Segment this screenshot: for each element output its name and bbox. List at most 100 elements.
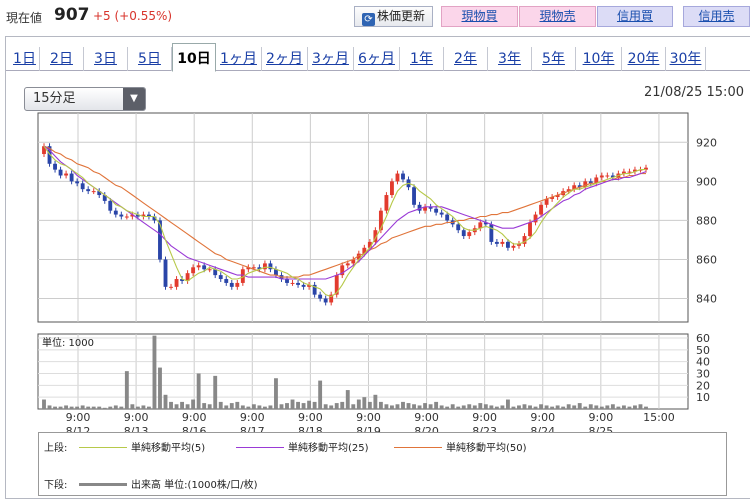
volume-tick-label: 50	[696, 344, 710, 357]
margin-buy-button[interactable]: 信用買	[597, 6, 673, 27]
tab-period-13[interactable]: 10年	[576, 47, 622, 71]
volume-bar	[566, 404, 571, 409]
volume-bar	[75, 406, 80, 409]
tab-period-6[interactable]: 2ヶ月	[262, 47, 308, 71]
candle-body	[124, 216, 129, 218]
volume-tick-label: 40	[696, 356, 710, 369]
x-tick-time: 9:00	[356, 411, 381, 424]
candle-body	[102, 195, 107, 201]
spot-sell-button[interactable]: 現物売	[519, 6, 596, 27]
current-price-value: 907	[54, 5, 90, 25]
volume-bar	[605, 405, 610, 409]
candle-body	[340, 265, 345, 276]
candle-body	[528, 222, 532, 237]
tab-period-0[interactable]: 1日	[10, 47, 40, 71]
tab-period-1[interactable]: 2日	[40, 47, 84, 71]
candle-body	[307, 284, 312, 287]
spot-buy-button[interactable]: 現物買	[441, 6, 518, 27]
volume-bar	[180, 401, 185, 409]
candle-body	[351, 259, 356, 264]
volume-bar	[423, 403, 428, 409]
candle-body	[572, 185, 577, 190]
volume-bar	[616, 406, 621, 409]
candle-body	[135, 214, 140, 217]
candle-body	[583, 181, 588, 188]
volume-bar	[539, 404, 543, 409]
price-tick-label: 860	[696, 253, 717, 266]
volume-bar	[42, 399, 46, 409]
volume-tick-label: 20	[696, 379, 710, 392]
volume-bar	[147, 406, 151, 409]
candle-body	[367, 241, 372, 248]
volume-bar	[163, 394, 168, 409]
volume-bar	[91, 406, 96, 409]
candle-body	[158, 220, 162, 260]
candle-body	[86, 189, 91, 192]
volume-bar	[555, 405, 560, 409]
volume-bar	[478, 403, 483, 409]
candle-body	[428, 206, 433, 209]
candle-body	[550, 196, 555, 199]
volume-bar	[599, 406, 604, 409]
margin-sell-button[interactable]: 信用売	[683, 6, 750, 27]
candle-body	[207, 269, 212, 271]
volume-bar	[351, 404, 356, 409]
volume-bar	[633, 405, 637, 409]
interval-select[interactable]: 15分足 ▼	[24, 87, 146, 111]
tab-period-15[interactable]: 30年	[666, 47, 706, 71]
candle-body	[64, 173, 69, 176]
candle-body	[318, 294, 323, 299]
refresh-price-button[interactable]: ⟳ 株価更新	[354, 6, 433, 27]
volume-bar	[483, 404, 488, 409]
tab-period-8[interactable]: 6ヶ月	[354, 47, 400, 71]
tab-period-5[interactable]: 1ヶ月	[216, 47, 262, 71]
tab-period-7[interactable]: 3ヶ月	[308, 47, 354, 71]
volume-bar	[340, 401, 345, 409]
legend-ma25: 単純移動平均(25)	[236, 439, 369, 454]
tab-period-11[interactable]: 3年	[488, 47, 532, 71]
candle-body	[257, 267, 262, 270]
volume-tick-label: 10	[696, 391, 710, 404]
volume-bar	[644, 406, 648, 409]
tab-period-9[interactable]: 1年	[400, 47, 444, 71]
volume-bar	[262, 406, 267, 409]
volume-bar	[141, 405, 146, 409]
legend-lower-label: 下段:	[44, 480, 68, 491]
candle-body	[218, 275, 223, 280]
volume-bar	[583, 406, 588, 409]
volume-bar	[561, 406, 566, 409]
volume-bar	[224, 405, 229, 409]
tab-period-14[interactable]: 20年	[622, 47, 666, 71]
candle-body	[489, 224, 494, 242]
volume-bar	[312, 401, 317, 409]
candle-body	[163, 259, 168, 287]
volume-bar	[191, 399, 196, 409]
volume-bar	[434, 401, 439, 409]
candle-body	[378, 210, 383, 231]
tab-period-12[interactable]: 5年	[532, 47, 576, 71]
volume-bar	[69, 406, 74, 409]
volume-bar	[218, 401, 223, 409]
candle-body	[113, 210, 118, 215]
volume-bar	[240, 405, 245, 409]
tab-period-4[interactable]: 10日	[172, 43, 216, 72]
price-tick-label: 900	[696, 175, 717, 188]
volume-bar	[627, 406, 632, 409]
volume-bar	[450, 404, 455, 409]
x-tick-time: 15:00	[643, 411, 675, 424]
volume-bar	[290, 399, 295, 409]
candle-body	[412, 187, 416, 205]
volume-bar	[296, 401, 300, 409]
volume-bar	[47, 405, 52, 409]
volume-bar	[174, 404, 179, 409]
volume-bar	[274, 378, 278, 409]
tab-period-2[interactable]: 3日	[84, 47, 128, 71]
volume-bar	[500, 405, 505, 409]
volume-bar	[367, 401, 372, 409]
volume-bar	[334, 403, 339, 409]
tab-period-3[interactable]: 5日	[128, 47, 172, 71]
tab-period-10[interactable]: 2年	[444, 47, 488, 71]
candle-body	[224, 279, 229, 283]
x-tick-time: 9:00	[182, 411, 207, 424]
volume-bar	[119, 406, 124, 409]
